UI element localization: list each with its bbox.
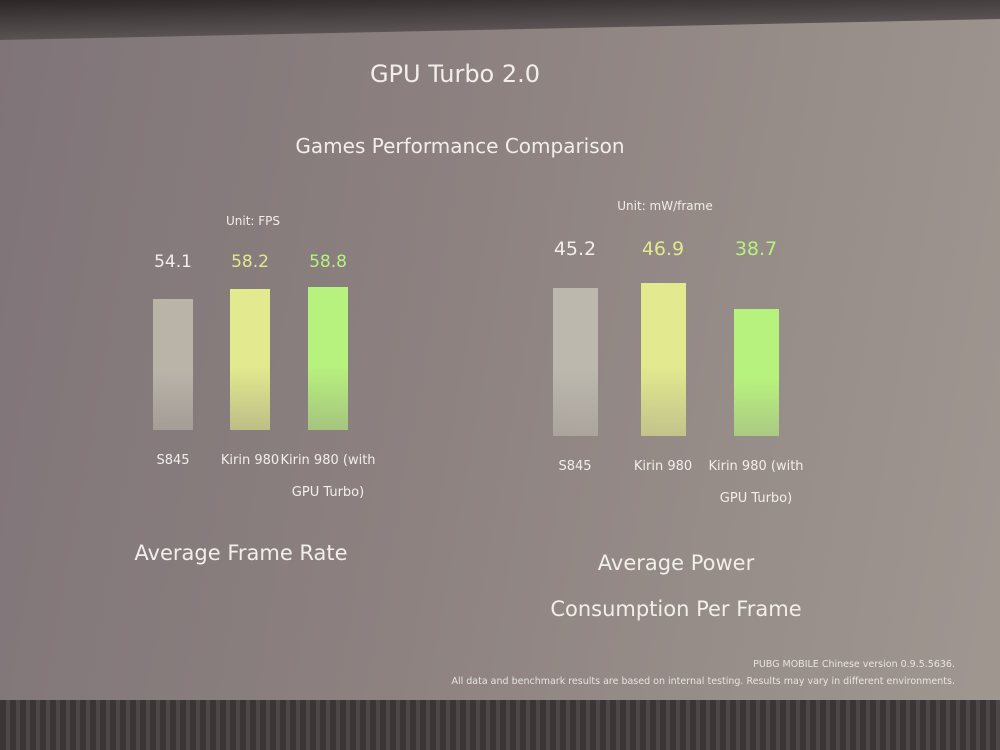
unit-label: Unit: mW/frame [617, 199, 713, 213]
category-label: S845 [156, 453, 190, 468]
footnote: All data and benchmark results are based… [451, 676, 955, 687]
floor [0, 700, 1000, 750]
slide-title: GPU Turbo 2.0 [369, 60, 541, 88]
value-label: 45.2 [553, 238, 597, 260]
chart-title: Average Frame Rate [134, 541, 348, 565]
bar [640, 282, 686, 436]
bar [308, 287, 348, 430]
category-label: Kirin 980 (with GPU Turbo) [708, 459, 804, 506]
chart-title: Average Power Consumption Per Frame [550, 551, 802, 621]
category-label: Kirin 980 (with GPU Turbo) [280, 453, 376, 500]
category-label: Kirin 980 [633, 459, 693, 474]
bar [230, 288, 270, 430]
ceiling [0, 0, 1000, 40]
value-label: 38.7 [734, 238, 778, 260]
unit-label: Unit: FPS [225, 214, 281, 228]
slide-subtitle: Games Performance Comparison [295, 134, 625, 158]
value-label: 46.9 [641, 238, 685, 260]
category-label: Kirin 980 [220, 453, 280, 468]
value-label: 58.8 [309, 252, 347, 272]
value-label: 58.2 [231, 252, 269, 272]
value-label: 54.1 [154, 252, 192, 272]
footnote: PUBG MOBILE Chinese version 0.9.5.5636. [753, 659, 955, 670]
bar [552, 288, 598, 436]
bar [153, 298, 193, 430]
category-label: S845 [558, 459, 592, 474]
bar [733, 309, 779, 436]
